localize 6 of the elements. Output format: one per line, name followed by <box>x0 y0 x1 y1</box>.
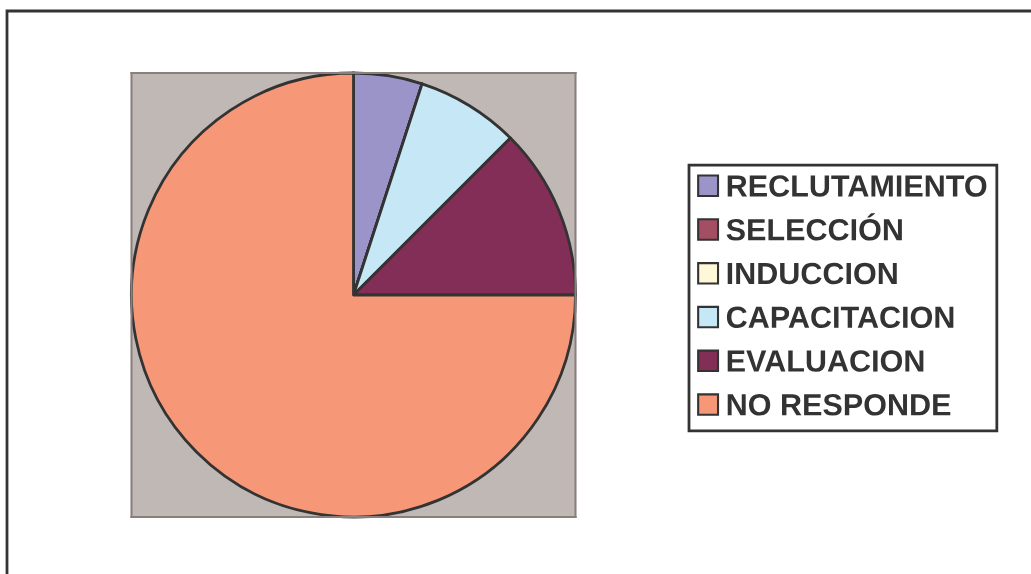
legend-label: SELECCIÓN <box>726 213 902 241</box>
legend-label: RECLUTAMIENTO <box>727 175 987 197</box>
legend-label: EVALUACION <box>727 350 924 372</box>
legend-label: INDUCCION <box>727 262 897 285</box>
legend-label: CAPACITACION <box>726 306 954 329</box>
legend-label: NO RESPONDE <box>727 393 951 416</box>
